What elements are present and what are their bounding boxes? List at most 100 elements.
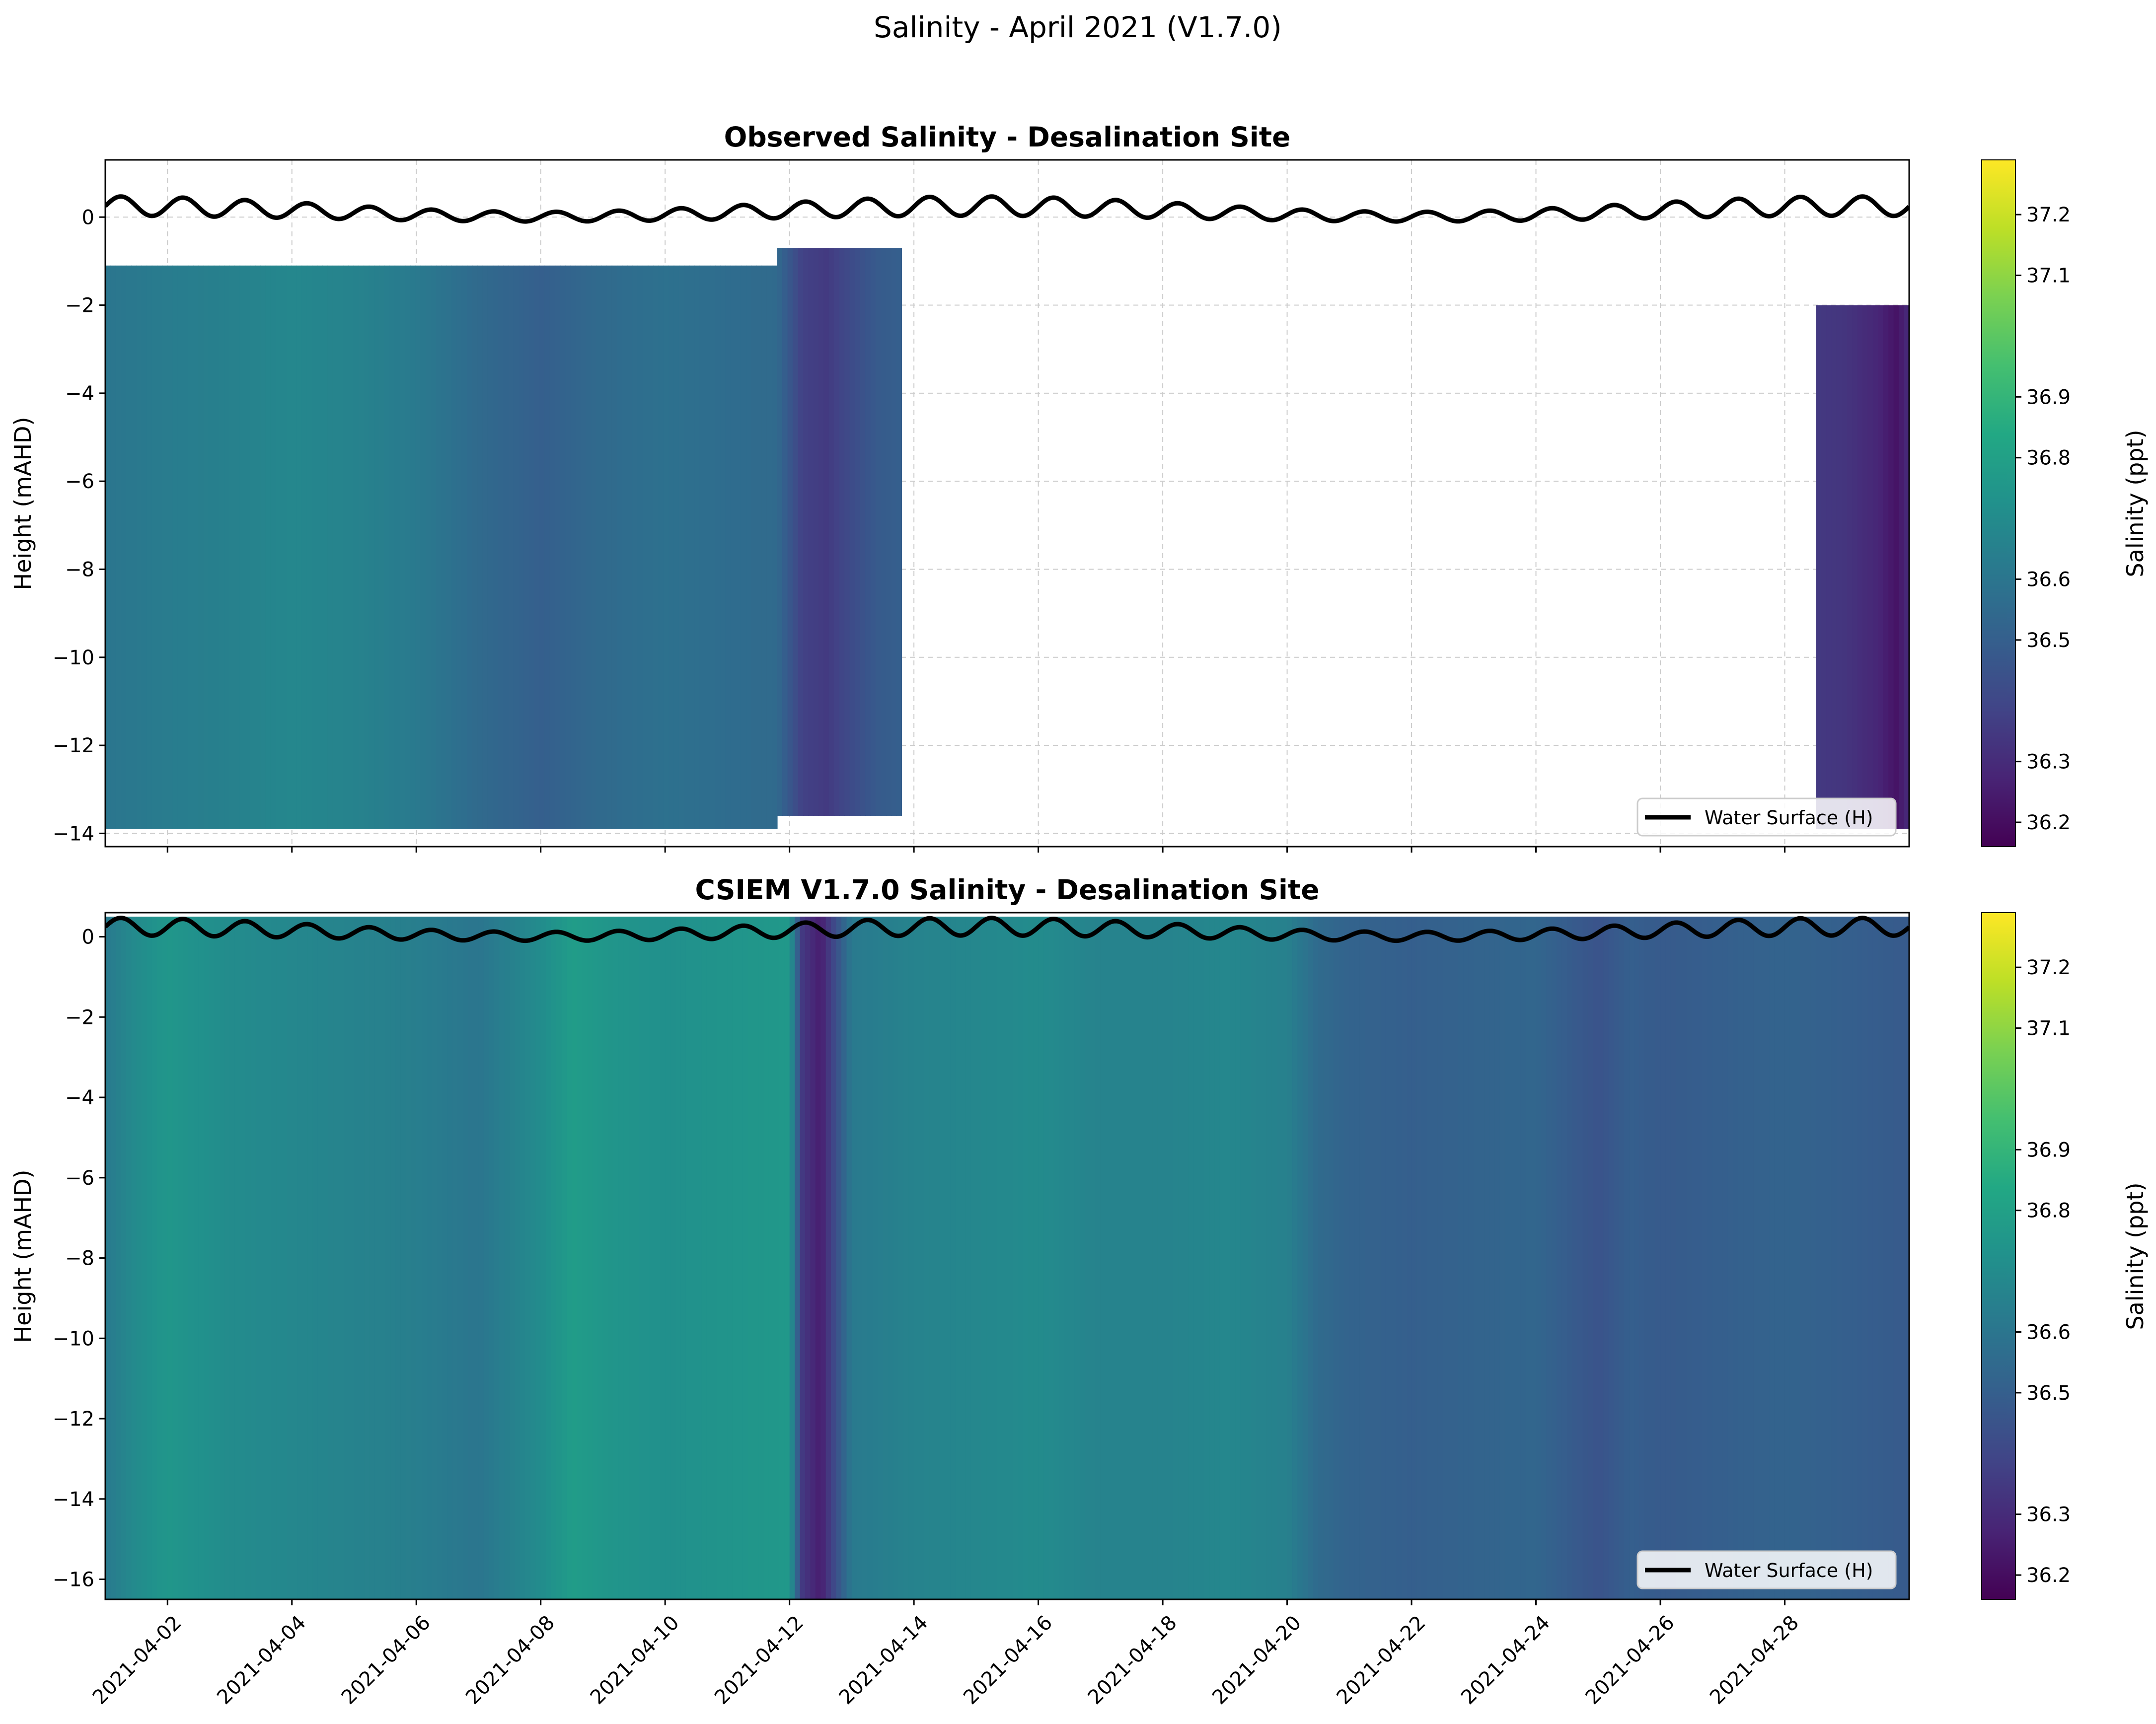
- heatmap-cell: [1531, 917, 1537, 1599]
- heatmap-cell: [105, 917, 111, 1599]
- heatmap-cell: [1059, 917, 1065, 1599]
- heatmap-cell: [741, 265, 747, 829]
- heatmap-cell: [188, 265, 194, 829]
- heatmap-cell: [1116, 917, 1122, 1599]
- heatmap-cell: [934, 917, 941, 1599]
- heatmap-cell: [1048, 917, 1054, 1599]
- heatmap-cell: [431, 265, 437, 829]
- model-y-ticks: −16 −14 −12 −10 −8 −6 −4 −2 0: [53, 926, 105, 1591]
- heatmap-cell: [498, 265, 504, 829]
- heatmap-cell: [142, 917, 148, 1599]
- heatmap-cell: [229, 265, 235, 829]
- observed-legend[interactable]: Water Surface (H): [1636, 797, 1897, 837]
- heatmap-cell: [673, 265, 679, 829]
- colorbar-tick-label: 36.6: [2026, 1321, 2071, 1344]
- heatmap-cell: [549, 265, 556, 829]
- heatmap-cell: [670, 917, 676, 1599]
- heatmap-cell: [810, 917, 816, 1599]
- heatmap-cell: [1759, 917, 1765, 1599]
- heatmap-cell: [523, 265, 530, 829]
- heatmap-cell: [1193, 917, 1200, 1599]
- heatmap-cell: [1308, 917, 1314, 1599]
- heatmap-cell: [694, 265, 700, 829]
- heatmap-cell: [302, 917, 308, 1599]
- heatmap-cell: [244, 265, 251, 829]
- heatmap-cell: [343, 265, 349, 829]
- heatmap-cell: [167, 917, 173, 1599]
- heatmap-cell: [1551, 917, 1558, 1599]
- heatmap-cell: [867, 917, 873, 1599]
- heatmap-cell: [384, 265, 390, 829]
- heatmap-cell: [577, 917, 583, 1599]
- y-tick-label: −14: [53, 822, 94, 845]
- heatmap-cell: [1313, 917, 1319, 1599]
- heatmap-cell: [738, 917, 743, 1599]
- heatmap-cell: [1872, 305, 1879, 829]
- heatmap-cell: [332, 265, 339, 829]
- heatmap-cell: [555, 265, 561, 829]
- heatmap-cell: [1899, 305, 1905, 829]
- heatmap-cell: [1780, 917, 1785, 1599]
- heatmap-cell: [1619, 917, 1625, 1599]
- heatmap-cell: [234, 917, 241, 1599]
- heatmap-cell: [813, 248, 819, 816]
- colorbar-tick-label: 36.5: [2026, 1382, 2071, 1405]
- heatmap-cell: [203, 265, 210, 829]
- heatmap-cell: [689, 265, 695, 829]
- x-tick-label: 2021-04-06: [337, 1611, 435, 1709]
- heatmap-cell: [1867, 305, 1873, 829]
- heatmap-cell: [240, 917, 246, 1599]
- heatmap-cell: [950, 917, 956, 1599]
- heatmap-cell: [1826, 305, 1832, 829]
- heatmap-cell: [1230, 917, 1236, 1599]
- heatmap-cell: [1697, 917, 1703, 1599]
- heatmap-cell: [151, 917, 158, 1599]
- model-heatmap: [105, 917, 1909, 1599]
- heatmap-cell: [1100, 917, 1107, 1599]
- heatmap-cell: [204, 917, 210, 1599]
- x-tick-label: 2021-04-16: [959, 1611, 1057, 1709]
- heatmap-cell: [841, 917, 847, 1599]
- model-legend-label: Water Surface (H): [1705, 1560, 1873, 1581]
- heatmap-cell: [613, 917, 619, 1599]
- heatmap-cell: [865, 248, 871, 816]
- heatmap-cell: [1136, 917, 1143, 1599]
- heatmap-cell: [1888, 917, 1894, 1599]
- heatmap-cell: [991, 917, 998, 1599]
- colorbar-tick-label: 36.2: [2026, 1564, 2071, 1587]
- heatmap-cell: [110, 265, 116, 829]
- heatmap-cell: [1639, 917, 1645, 1599]
- heatmap-cell: [596, 265, 602, 829]
- heatmap-cell: [515, 917, 520, 1599]
- heatmap-cell: [878, 917, 884, 1599]
- heatmap-cell: [1147, 917, 1153, 1599]
- heatmap-cell: [1453, 917, 1459, 1599]
- heatmap-cell: [1142, 917, 1148, 1599]
- heatmap-cell: [177, 265, 184, 829]
- heatmap-cell: [1458, 917, 1464, 1599]
- heatmap-cell: [354, 917, 360, 1599]
- heatmap-cell: [1681, 917, 1687, 1599]
- heatmap-cell: [1872, 917, 1879, 1599]
- heatmap-cell: [893, 917, 899, 1599]
- colorbar-tick-label: 36.8: [2026, 447, 2071, 470]
- colorbar-tick-label: 36.2: [2026, 811, 2071, 834]
- heatmap-cell: [1002, 917, 1008, 1599]
- heatmap-cell: [436, 265, 442, 829]
- heatmap-cell: [914, 917, 920, 1599]
- heatmap-cell: [792, 248, 799, 816]
- heatmap-cell: [1536, 917, 1542, 1599]
- y-tick-label: −10: [53, 1327, 94, 1350]
- heatmap-cell: [881, 248, 887, 816]
- heatmap-cell: [260, 265, 266, 829]
- heatmap-cell: [896, 248, 902, 816]
- heatmap-cell: [1256, 917, 1262, 1599]
- observed-colorbar-ticks: 36.2 36.3 36.5 36.6 36.8 36.9 37.1 37.2: [2015, 204, 2071, 834]
- heatmap-cell: [410, 265, 416, 829]
- model-legend[interactable]: Water Surface (H): [1636, 1550, 1897, 1589]
- heatmap-cell: [1178, 917, 1184, 1599]
- heatmap-cell: [539, 265, 545, 829]
- heatmap-cell: [566, 917, 573, 1599]
- heatmap-cell: [473, 917, 479, 1599]
- observed-plot-frame: [104, 159, 1910, 848]
